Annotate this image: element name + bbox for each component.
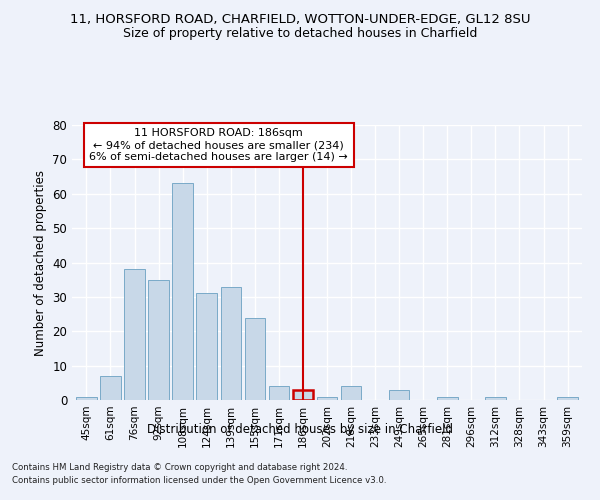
Text: Size of property relative to detached houses in Charfield: Size of property relative to detached ho… [123,28,477,40]
Text: Distribution of detached houses by size in Charfield: Distribution of detached houses by size … [147,422,453,436]
Text: Contains HM Land Registry data © Crown copyright and database right 2024.: Contains HM Land Registry data © Crown c… [12,462,347,471]
Bar [269,386,289,400]
Text: Contains public sector information licensed under the Open Government Licence v3: Contains public sector information licen… [12,476,386,485]
Bar [148,280,169,400]
Bar [341,386,361,400]
Bar [124,270,145,400]
Bar [437,396,458,400]
Bar [196,294,217,400]
Text: 11 HORSFORD ROAD: 186sqm
← 94% of detached houses are smaller (234)
6% of semi-d: 11 HORSFORD ROAD: 186sqm ← 94% of detach… [89,128,348,162]
Bar [245,318,265,400]
Bar [317,396,337,400]
Bar [293,390,313,400]
Bar [100,376,121,400]
Bar [389,390,409,400]
Bar [221,286,241,400]
Bar [76,396,97,400]
Bar [485,396,506,400]
Y-axis label: Number of detached properties: Number of detached properties [34,170,47,356]
Bar [557,396,578,400]
Text: 11, HORSFORD ROAD, CHARFIELD, WOTTON-UNDER-EDGE, GL12 8SU: 11, HORSFORD ROAD, CHARFIELD, WOTTON-UND… [70,12,530,26]
Bar [172,184,193,400]
